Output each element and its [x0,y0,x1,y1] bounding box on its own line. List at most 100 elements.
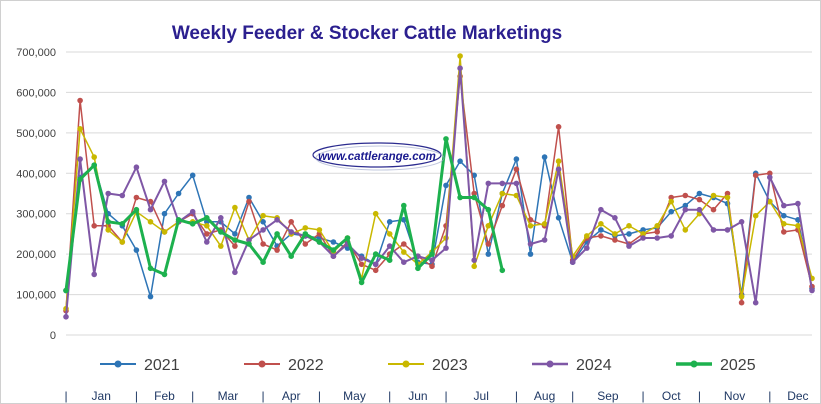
data-point [232,237,238,243]
y-tick-label: 700,000 [16,47,56,59]
data-point [738,299,745,306]
data-point [795,223,801,229]
data-point [232,243,238,249]
month-label: Jan [92,389,111,403]
data-point [443,182,449,189]
y-axis-tick-labels: 0 100,000 200,000 300,000 400,000 500,000 600,… [16,47,56,342]
data-point [260,259,266,266]
data-point [133,164,140,170]
month-label: Jun [408,389,427,403]
data-point [485,223,492,229]
legend-item-2024: 2024 [532,357,612,374]
data-point [485,251,492,257]
month-label: Oct [662,389,681,403]
data-point [738,219,745,225]
y-tick-label: 100,000 [16,290,56,302]
data-point [372,267,379,274]
month-separator: | [388,389,391,403]
data-point [147,265,154,272]
data-point [471,194,478,201]
data-point [401,259,407,266]
data-point [457,194,463,201]
data-point [696,190,703,197]
data-point [274,247,280,253]
data-point [668,198,674,205]
data-point [555,124,562,130]
data-point [288,219,295,225]
series-2024 [63,65,815,320]
month-separator: | [318,389,321,403]
data-point [668,233,674,239]
data-point [330,247,337,253]
data-point [612,215,618,221]
data-point [91,162,97,168]
data-point [555,215,562,221]
data-point [189,221,196,227]
month-label: Dec [787,389,808,403]
y-tick-label: 600,000 [16,87,56,99]
data-point [429,257,435,264]
data-point [204,223,210,229]
data-point [386,257,393,264]
data-point [541,221,548,227]
data-point [189,208,196,215]
month-label: Sep [597,389,619,403]
data-point [246,237,252,243]
data-point [204,215,210,221]
data-point [91,223,97,229]
data-point [767,198,773,205]
data-point [640,231,646,237]
data-point [161,178,168,185]
legend-swatch-marker [690,360,698,368]
data-point [330,253,337,259]
data-point [668,194,674,201]
series-line [65,55,813,309]
data-point [527,223,534,229]
data-point [527,241,534,247]
data-point [401,241,407,247]
data-point [626,231,632,237]
month-separator: | [191,389,194,403]
data-point [696,206,703,213]
data-point [260,241,266,247]
data-point [161,271,168,278]
data-point [386,219,393,225]
month-label: Mar [218,389,239,403]
data-point [147,293,154,300]
month-axis: |||||||||||||JanFebMarAprMayJunJulAugSep… [64,389,808,403]
data-point [724,194,731,201]
month-separator: | [135,389,138,403]
data-point [795,200,801,207]
data-point [457,65,463,71]
y-tick-label: 400,000 [16,168,56,180]
data-point [640,227,646,233]
data-point [232,204,238,211]
data-point [499,180,506,187]
data-point [696,196,703,203]
data-point [288,253,295,259]
month-separator: | [515,389,518,403]
data-point [246,198,252,205]
data-point [513,180,520,187]
data-point [640,235,646,241]
data-point [682,192,689,199]
data-point [77,97,83,104]
data-point [429,263,435,270]
data-point [682,227,689,233]
legend: 2021 2022 2023 2024 2025 [100,357,756,374]
data-point [541,237,548,243]
data-point [767,174,773,181]
series-2025 [63,136,506,294]
legend-swatch-marker [258,360,266,368]
data-point [133,247,140,253]
data-point [485,241,492,247]
data-point [527,251,534,257]
data-point [555,166,562,172]
data-point [260,227,266,233]
data-point [598,227,604,233]
data-point [415,265,421,272]
data-point [105,219,111,225]
data-point [161,210,168,217]
data-point [513,156,520,162]
